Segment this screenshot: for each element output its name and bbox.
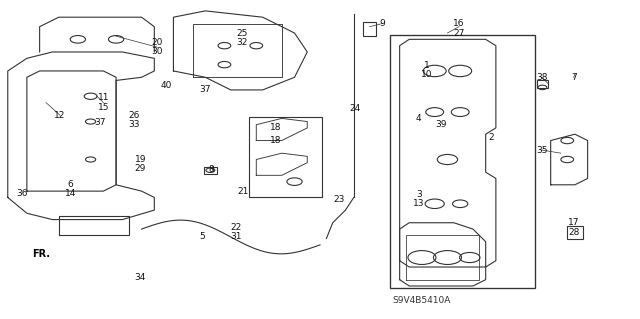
Text: 18: 18 [269,123,281,132]
Text: 33: 33 [128,120,140,129]
Text: 26: 26 [128,111,140,120]
Text: S9V4B5410A: S9V4B5410A [393,296,451,305]
Text: FR.: FR. [32,249,50,259]
Text: 18: 18 [269,136,281,145]
Text: 17: 17 [568,218,579,227]
Text: 6: 6 [67,180,73,189]
Text: 25: 25 [237,28,248,38]
Text: 22: 22 [230,223,241,232]
Text: 34: 34 [134,273,146,282]
Text: 3: 3 [416,190,422,199]
Text: 15: 15 [97,103,109,112]
Bar [248,117,322,197]
Text: 30: 30 [152,48,163,56]
Bar [364,22,376,36]
Text: 9: 9 [380,19,385,28]
Bar [204,167,217,174]
Text: 24: 24 [349,104,361,113]
Text: 38: 38 [536,73,547,82]
Text: 36: 36 [16,189,28,198]
Text: 4: 4 [416,114,422,123]
Text: 31: 31 [230,233,242,241]
Text: 23: 23 [333,195,345,204]
Text: 7: 7 [571,73,577,82]
Text: 10: 10 [421,70,433,79]
Text: 12: 12 [54,111,66,120]
Text: 1: 1 [424,61,430,70]
Bar [567,226,583,239]
Text: 29: 29 [134,165,146,174]
Bar [390,34,536,287]
Bar [537,80,548,88]
Text: 40: 40 [160,81,172,90]
Text: 27: 27 [453,28,465,38]
Text: 37: 37 [95,118,106,127]
Text: 5: 5 [199,232,205,241]
Text: 8: 8 [209,165,214,174]
Text: 37: 37 [200,85,211,94]
Text: 14: 14 [65,189,76,198]
Text: 35: 35 [536,145,547,154]
Text: 21: 21 [238,187,249,196]
Text: 39: 39 [435,120,447,129]
Text: 16: 16 [453,19,465,28]
Text: 28: 28 [568,228,579,237]
Text: 13: 13 [413,199,424,208]
Text: 32: 32 [237,38,248,47]
Text: 20: 20 [152,38,163,47]
Text: 2: 2 [488,133,493,142]
Text: 11: 11 [97,93,109,102]
Text: 19: 19 [134,155,146,164]
